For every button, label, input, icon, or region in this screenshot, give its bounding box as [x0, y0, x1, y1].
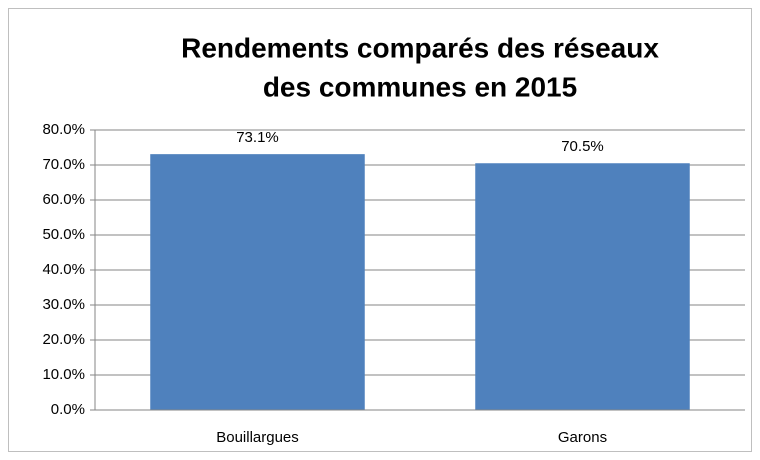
- bar: [150, 154, 365, 410]
- data-label: 73.1%: [236, 129, 279, 146]
- y-tick-label: 60.0%: [42, 191, 85, 208]
- y-tick-label: 70.0%: [42, 156, 85, 173]
- y-tick-label: 0.0%: [51, 401, 85, 418]
- y-tick-label: 50.0%: [42, 226, 85, 243]
- y-tick-label: 20.0%: [42, 331, 85, 348]
- y-tick-label: 10.0%: [42, 366, 85, 383]
- chart-title: Rendements comparés des réseaux: [181, 32, 659, 63]
- bar: [475, 163, 690, 410]
- y-tick-label: 40.0%: [42, 261, 85, 278]
- x-tick-label: Garons: [558, 429, 607, 446]
- x-tick-label: Bouillargues: [216, 429, 299, 446]
- chart-title: des communes en 2015: [263, 71, 577, 102]
- y-tick-label: 30.0%: [42, 296, 85, 313]
- y-tick-label: 80.0%: [42, 121, 85, 138]
- data-label: 70.5%: [561, 138, 604, 155]
